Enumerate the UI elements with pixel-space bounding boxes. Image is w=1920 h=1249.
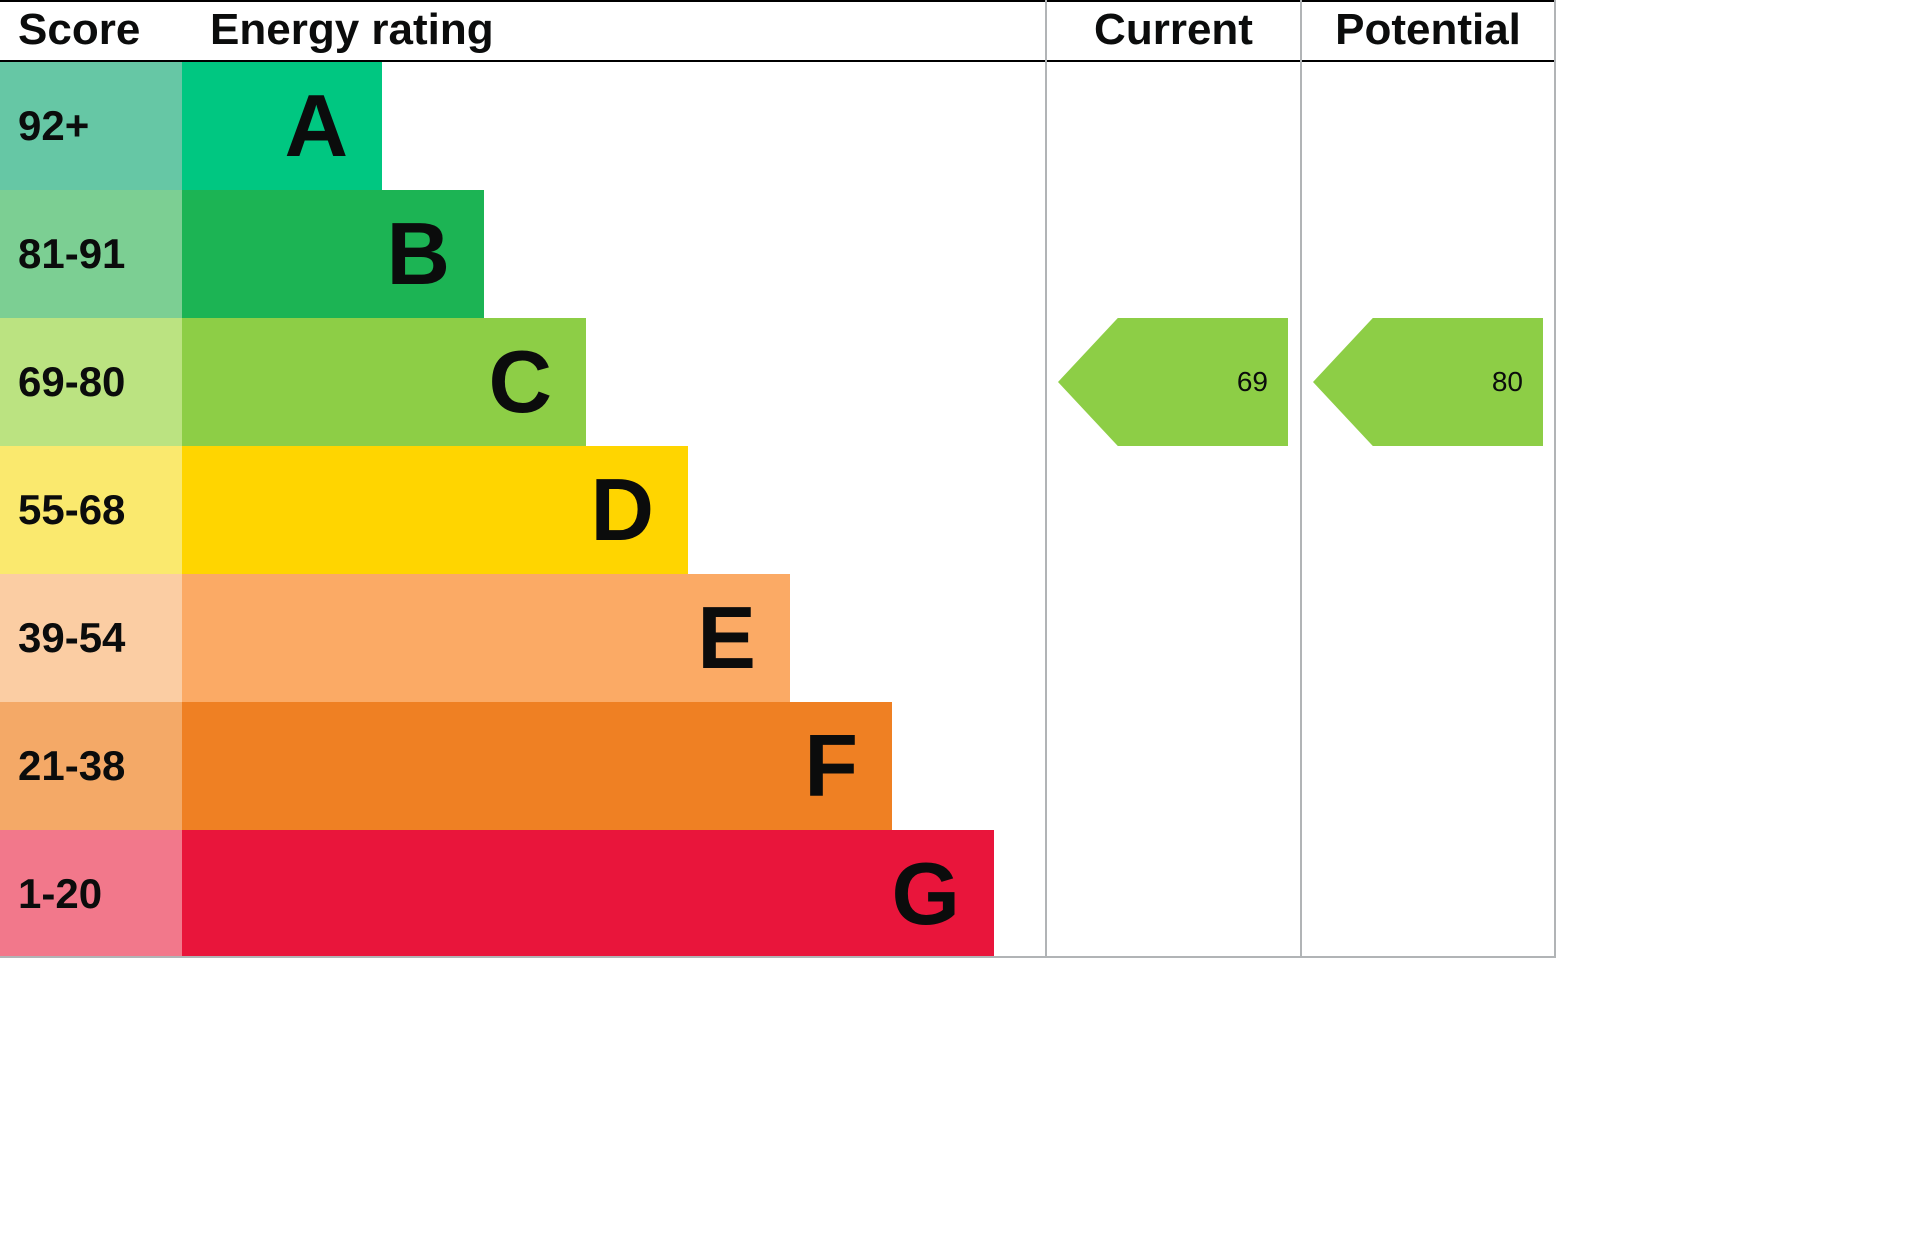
potential-arrow: 80 bbox=[1313, 318, 1543, 446]
potential-column-header: Potential bbox=[1335, 5, 1521, 54]
chart-right-border bbox=[1554, 0, 1556, 958]
band-bar: C bbox=[182, 318, 586, 446]
band-row: 1-20 G bbox=[0, 830, 1045, 958]
potential-column-divider bbox=[1300, 0, 1302, 958]
potential-value: 80 bbox=[1491, 366, 1523, 397]
chart-bottom-border bbox=[0, 956, 1556, 958]
epc-rating-chart: Score Energy rating Current Potential 92… bbox=[0, 0, 1556, 958]
band-bar: E bbox=[182, 574, 790, 702]
band-bar: D bbox=[182, 446, 688, 574]
current-arrow: 69 bbox=[1058, 318, 1288, 446]
band-score: 92+ bbox=[0, 62, 182, 190]
current-column-divider bbox=[1045, 0, 1047, 958]
band-bar: G bbox=[182, 830, 994, 958]
band-row: 39-54 E bbox=[0, 574, 1045, 702]
header-divider-line bbox=[0, 60, 1556, 62]
score-column-header: Score bbox=[18, 5, 141, 54]
band-row: 21-38 F bbox=[0, 702, 1045, 830]
band-score: 81-91 bbox=[0, 190, 182, 318]
band-score: 69-80 bbox=[0, 318, 182, 446]
band-bar: A bbox=[182, 62, 382, 190]
current-value: 69 bbox=[1236, 366, 1268, 397]
band-row: 81-91 B bbox=[0, 190, 1045, 318]
band-row: 55-68 D bbox=[0, 446, 1045, 574]
rating-bands: 92+ A 81-91 B 69-80 C 55-68 D 39-54 E 21… bbox=[0, 62, 1045, 958]
band-score: 55-68 bbox=[0, 446, 182, 574]
band-row: 69-80 C bbox=[0, 318, 1045, 446]
chart-top-border bbox=[0, 0, 1556, 2]
energy-rating-column-header: Energy rating bbox=[210, 5, 494, 54]
band-bar: B bbox=[182, 190, 484, 318]
band-score: 39-54 bbox=[0, 574, 182, 702]
band-score: 21-38 bbox=[0, 702, 182, 830]
band-bar: F bbox=[182, 702, 892, 830]
band-score: 1-20 bbox=[0, 830, 182, 958]
current-column-header: Current bbox=[1094, 5, 1253, 54]
band-row: 92+ A bbox=[0, 62, 1045, 190]
